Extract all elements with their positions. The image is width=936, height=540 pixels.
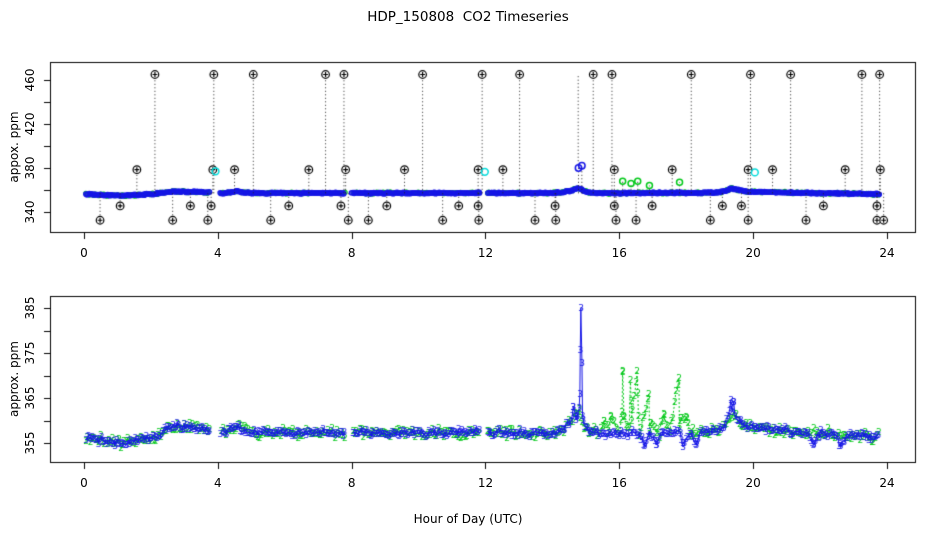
x-axis-title: Hour of Day (UTC) — [413, 512, 523, 526]
y-tick-label: 380 — [23, 156, 37, 180]
y-tick-label: 375 — [23, 341, 37, 365]
x-tick-label: 0 — [80, 476, 88, 490]
x-tick-label: 12 — [477, 476, 494, 490]
y-tick-label: 460 — [23, 68, 37, 92]
x-tick-label: 12 — [477, 246, 494, 260]
top-y-axis-title: appox. ppm — [7, 111, 21, 183]
x-tick-label: 4 — [214, 476, 222, 490]
x-tick-label: 0 — [80, 246, 88, 260]
x-tick-label: 4 — [214, 246, 222, 260]
x-tick-label: 16 — [611, 246, 627, 260]
y-tick-label: 355 — [23, 431, 37, 455]
x-tick-label: 20 — [745, 246, 761, 260]
x-tick-label: 24 — [879, 246, 895, 260]
bottom-y-axis-title: approx. ppm — [7, 341, 21, 417]
y-tick-label: 420 — [23, 112, 37, 136]
x-tick-label: 8 — [347, 246, 356, 260]
figure-title: HDP_150808 CO2 Timeseries — [367, 9, 569, 25]
x-tick-label: 20 — [745, 476, 761, 490]
x-tick-label: 24 — [879, 476, 895, 490]
x-tick-label: 16 — [611, 476, 627, 490]
y-tick-label: 340 — [23, 200, 37, 224]
y-tick-label: 365 — [23, 386, 37, 410]
x-tick-label: 8 — [347, 476, 356, 490]
y-tick-label: 385 — [23, 296, 37, 320]
